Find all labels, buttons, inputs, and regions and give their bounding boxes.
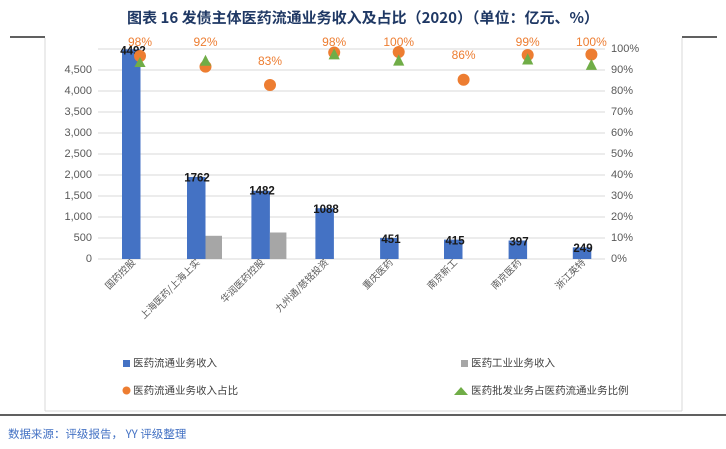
svg-text:1,500: 1,500 <box>64 190 92 202</box>
svg-text:医药流通业务收入: 医药流通业务收入 <box>133 356 217 371</box>
svg-text:2,500: 2,500 <box>64 148 92 160</box>
svg-text:华润医药控股: 华润医药控股 <box>217 255 268 306</box>
svg-text:100%: 100% <box>576 35 607 49</box>
svg-text:92%: 92% <box>193 35 217 49</box>
svg-text:83%: 83% <box>258 54 282 68</box>
svg-text:90%: 90% <box>611 64 633 76</box>
svg-text:98%: 98% <box>128 35 152 49</box>
svg-text:1,000: 1,000 <box>64 211 92 223</box>
svg-text:上海医药/上海上实: 上海医药/上海上实 <box>136 255 202 321</box>
svg-text:50%: 50% <box>611 148 633 160</box>
svg-text:1088: 1088 <box>313 204 339 216</box>
svg-text:40%: 40% <box>611 169 633 181</box>
svg-text:70%: 70% <box>611 106 633 118</box>
svg-text:415: 415 <box>445 236 465 248</box>
svg-text:249: 249 <box>573 243 592 255</box>
svg-text:100%: 100% <box>611 43 639 55</box>
svg-text:500: 500 <box>74 232 92 244</box>
svg-text:医药工业业务收入: 医药工业业务收入 <box>471 356 555 371</box>
svg-text:30%: 30% <box>611 190 633 202</box>
svg-text:451: 451 <box>381 234 401 246</box>
svg-text:0: 0 <box>86 253 92 265</box>
svg-text:86%: 86% <box>452 48 476 62</box>
svg-text:3,500: 3,500 <box>64 106 92 118</box>
svg-text:20%: 20% <box>611 211 633 223</box>
svg-text:重庆医药: 重庆医药 <box>359 255 396 292</box>
svg-text:4,500: 4,500 <box>64 64 92 76</box>
svg-text:浙江英特: 浙江英特 <box>551 255 588 292</box>
svg-text:98%: 98% <box>322 35 346 49</box>
svg-text:九州通/慈铭投资: 九州通/慈铭投资 <box>272 255 332 315</box>
svg-text:医药批发业务占医药流通业务比例: 医药批发业务占医药流通业务比例 <box>471 383 629 398</box>
svg-text:100%: 100% <box>383 35 414 49</box>
svg-text:1762: 1762 <box>184 173 210 185</box>
svg-text:南京医药: 南京医药 <box>487 255 524 292</box>
svg-text:397: 397 <box>509 237 528 249</box>
svg-text:数据来源：评级报告， YY 评级整理: 数据来源：评级报告， YY 评级整理 <box>8 426 187 442</box>
svg-text:1482: 1482 <box>249 186 275 198</box>
svg-text:医药流通业务收入占比: 医药流通业务收入占比 <box>133 383 238 398</box>
svg-text:3,000: 3,000 <box>64 127 92 139</box>
svg-text:10%: 10% <box>611 232 633 244</box>
svg-text:99%: 99% <box>516 35 540 49</box>
svg-text:4,000: 4,000 <box>64 85 92 97</box>
svg-text:80%: 80% <box>611 85 633 97</box>
svg-text:国药控股: 国药控股 <box>101 255 138 292</box>
svg-text:2,000: 2,000 <box>64 169 92 181</box>
svg-text:南京新工: 南京新工 <box>423 255 460 292</box>
svg-text:0%: 0% <box>611 253 627 265</box>
svg-text:60%: 60% <box>611 127 633 139</box>
